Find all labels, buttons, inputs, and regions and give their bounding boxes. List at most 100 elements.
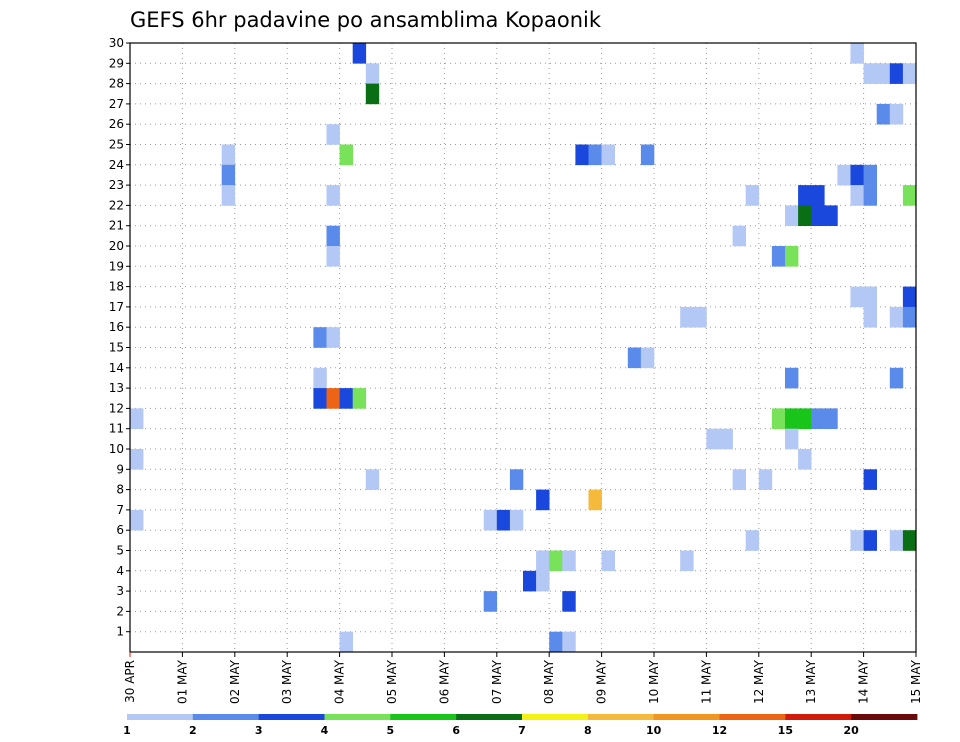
heatmap-cell: [850, 185, 864, 206]
y-tick-label: 30: [109, 36, 124, 50]
heatmap-cell: [588, 144, 602, 166]
heatmap-cell: [313, 327, 327, 348]
legend-label: 20: [844, 724, 860, 737]
y-tick-label: 29: [109, 56, 124, 70]
legend-swatch: [390, 714, 457, 720]
heatmap-cell: [902, 306, 917, 328]
heatmap-cell: [863, 63, 877, 84]
heatmap-cell: [889, 530, 904, 551]
heatmap-cell: [326, 388, 340, 409]
x-tick-label: 03 MAY: [280, 659, 294, 704]
heatmap-cell: [536, 489, 550, 511]
y-axis: 1234567891011121314151617181920212223242…: [109, 36, 130, 639]
heatmap-cell: [876, 63, 891, 84]
y-tick-label: 23: [109, 178, 124, 192]
legend-swatch: [324, 714, 391, 720]
heatmap-cell: [889, 306, 904, 328]
legend-swatch: [785, 714, 852, 720]
y-tick-label: 13: [109, 381, 124, 395]
heatmap-cell: [339, 144, 353, 166]
heatmap-cell: [562, 550, 576, 572]
heatmap-cell: [863, 530, 877, 551]
y-tick-label: 8: [116, 483, 124, 497]
legend-swatch: [587, 714, 655, 720]
heatmap-cell: [850, 530, 864, 551]
x-tick-label: 13 MAY: [804, 659, 818, 704]
heatmap-cell: [758, 469, 773, 490]
y-tick-label: 16: [109, 320, 124, 334]
heatmap-cell: [313, 388, 327, 409]
y-tick-label: 1: [116, 625, 124, 639]
heatmap-cell: [876, 103, 891, 125]
heatmap-cell: [509, 509, 524, 531]
heatmap-cell: [798, 408, 812, 429]
x-tick-label: 12 MAY: [752, 659, 766, 704]
heatmap-cell: [352, 43, 367, 64]
x-tick-label: 04 MAY: [333, 659, 347, 704]
legend-label: 1: [123, 724, 131, 737]
heatmap-cell: [745, 185, 760, 206]
legend-label: 15: [778, 724, 793, 737]
x-tick-label: 08 MAY: [542, 659, 556, 704]
heatmap-cell: [745, 530, 760, 551]
y-tick-label: 21: [109, 219, 124, 233]
grid: [129, 42, 917, 652]
heatmap-cell: [889, 63, 904, 84]
heatmap-cell: [863, 286, 877, 308]
heatmap-cell: [785, 367, 799, 389]
y-tick-label: 3: [116, 584, 124, 598]
heatmap-cell: [575, 144, 589, 166]
y-tick-label: 12: [109, 401, 124, 415]
heatmap-cell: [798, 185, 812, 206]
heatmap-cell: [496, 509, 511, 531]
heatmap-cell: [536, 570, 550, 592]
y-tick-label: 4: [116, 564, 124, 578]
y-tick-label: 11: [109, 422, 124, 436]
heatmap-cell: [719, 428, 733, 450]
x-axis: 30 APR 01 MAY 02 MAY 03 MAY 04 MAY 05 MAY 06 M…: [123, 652, 923, 704]
y-tick-label: 15: [109, 341, 124, 355]
heatmap-cell: [523, 570, 537, 592]
heatmap-cell: [824, 205, 838, 226]
heatmap-cell: [221, 185, 236, 206]
heatmap-cell: [130, 509, 144, 531]
heatmap-cell: [850, 43, 864, 64]
x-tick-label: 30 APR: [123, 660, 137, 703]
y-tick-label: 25: [109, 138, 124, 152]
heatmap-cell: [640, 144, 655, 166]
legend-label: 8: [584, 724, 592, 737]
heatmap-cell: [326, 124, 340, 145]
heatmap-cell: [536, 550, 550, 572]
y-tick-label: 26: [109, 117, 124, 131]
heatmap-cell: [365, 63, 380, 84]
heatmap-cell: [326, 246, 340, 267]
x-tick-label: 11 MAY: [699, 659, 713, 704]
heatmap-cell: [693, 306, 707, 328]
heatmap-cell: [863, 164, 877, 186]
heatmap-cells: [130, 43, 917, 653]
heatmap-cell: [601, 144, 615, 166]
legend-swatch: [522, 714, 589, 720]
legend-label: 12: [712, 724, 727, 737]
heatmap-cell: [221, 144, 236, 166]
heatmap-cell: [326, 327, 340, 348]
heatmap-cell: [706, 428, 720, 450]
heatmap-cell: [509, 469, 524, 490]
heatmap-cell: [811, 408, 825, 429]
legend-swatch: [456, 714, 523, 720]
heatmap-cell: [771, 408, 786, 429]
y-tick-label: 14: [109, 361, 124, 375]
heatmap-cell: [785, 428, 799, 450]
heatmap-cell: [562, 591, 576, 612]
heatmap-cell: [483, 509, 498, 531]
x-tick-label: 10 MAY: [647, 659, 661, 704]
heatmap-cell: [640, 347, 655, 369]
heatmap-cell: [811, 185, 825, 206]
y-tick-label: 24: [109, 158, 124, 172]
heatmap-cell: [902, 185, 917, 206]
y-tick-label: 19: [109, 259, 124, 273]
heatmap-cell: [798, 205, 812, 226]
legend-swatch: [192, 714, 260, 720]
legend-label: 2: [189, 724, 197, 737]
